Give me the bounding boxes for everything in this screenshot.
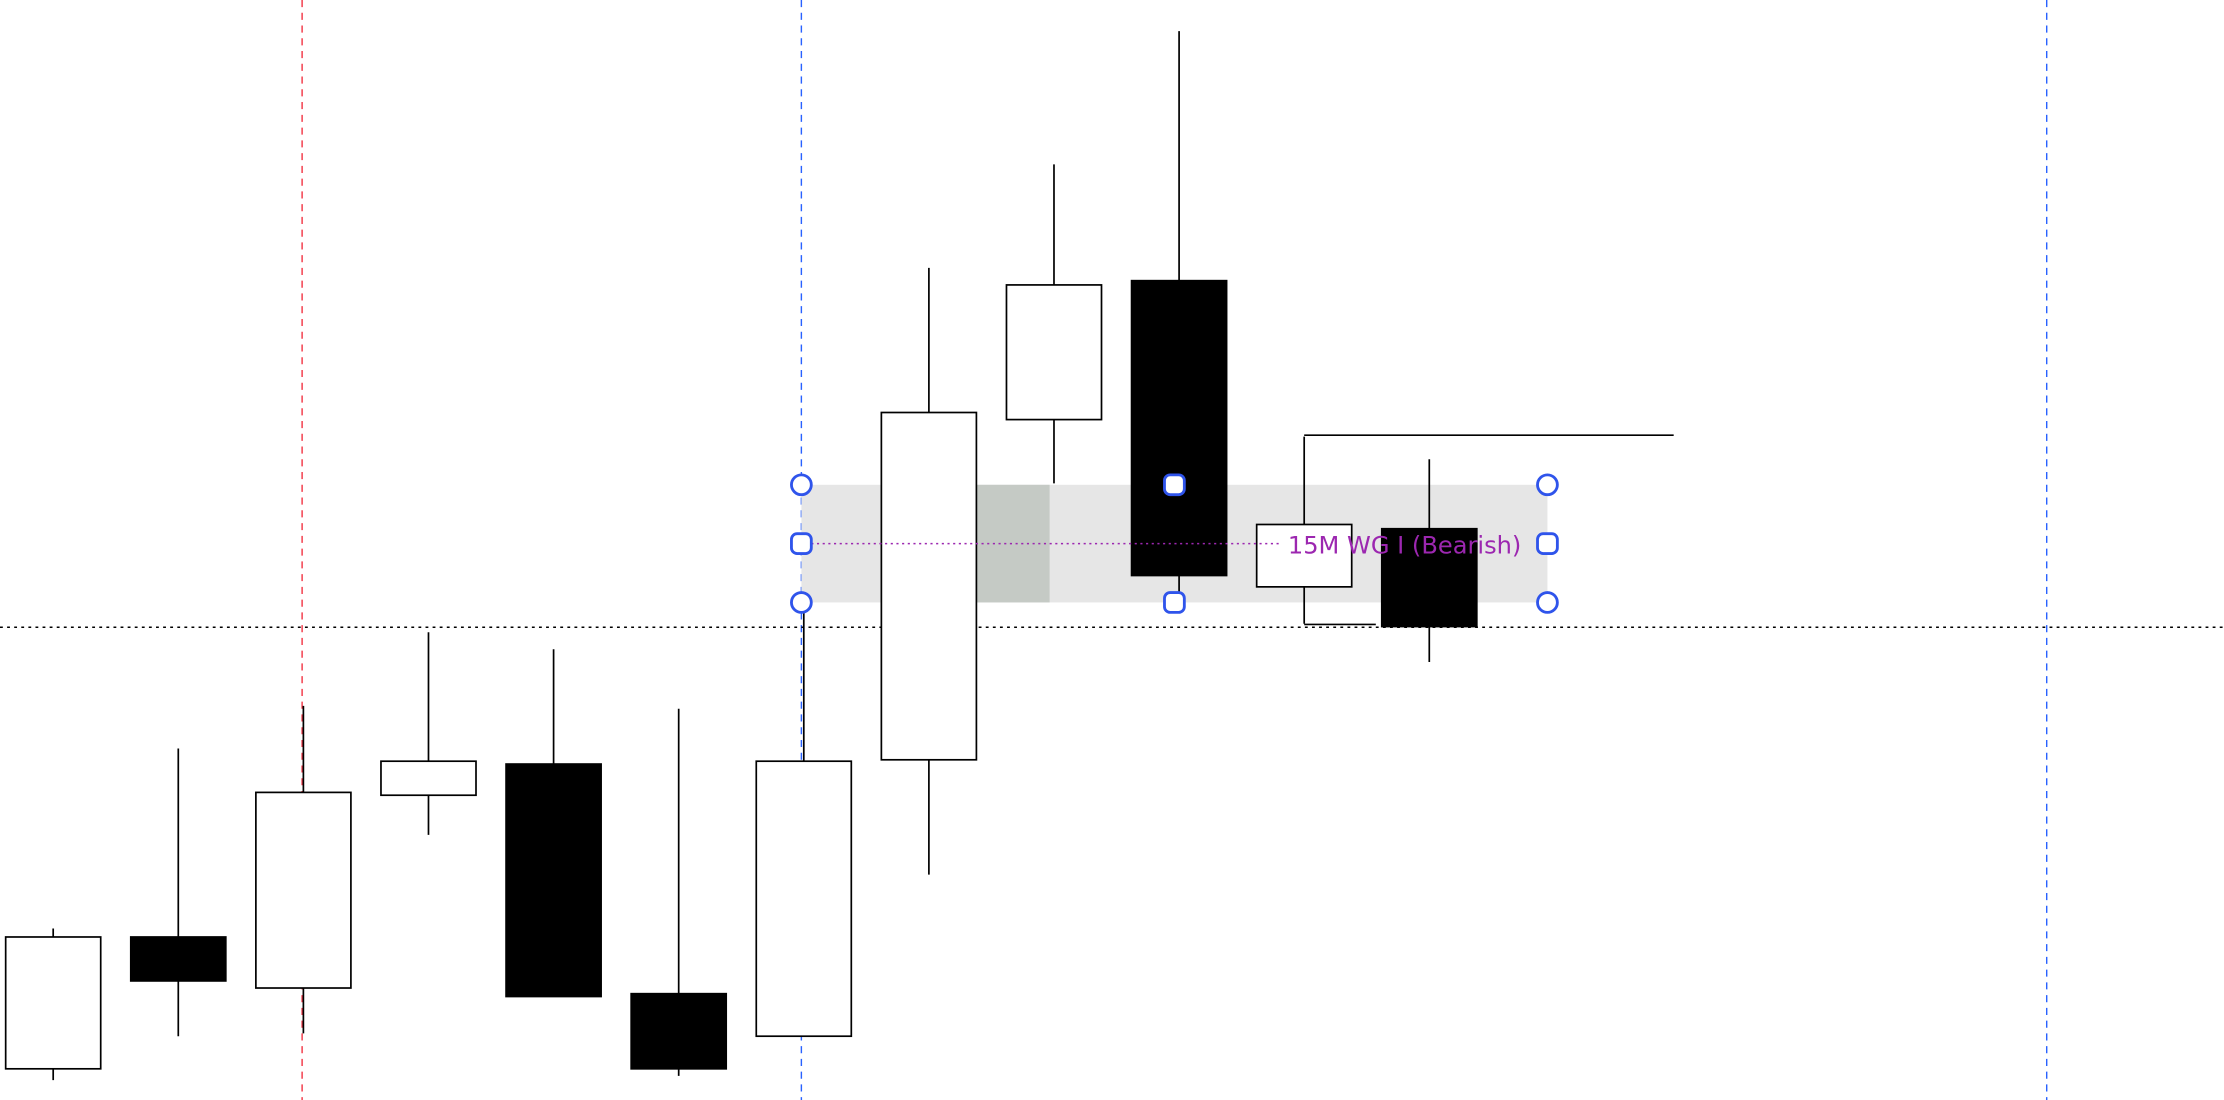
- edge-handle[interactable]: [1163, 591, 1186, 614]
- candle-body-bullish: [255, 791, 352, 989]
- candles: [4, 31, 1478, 1081]
- candle: [380, 632, 477, 835]
- candle: [4, 928, 102, 1081]
- candle-body-bullish: [755, 760, 853, 1038]
- horizontal-ray-drawing[interactable]: [1304, 434, 1674, 626]
- candle-body-bullish: [880, 411, 978, 761]
- candle-body-bearish: [505, 763, 602, 998]
- candle: [1255, 436, 1353, 624]
- candle-body-bullish: [1005, 284, 1103, 421]
- candle: [1130, 31, 1228, 596]
- corner-handle[interactable]: [1536, 473, 1559, 497]
- candle: [630, 708, 728, 1076]
- edge-handle[interactable]: [1536, 532, 1559, 555]
- candle: [1005, 164, 1103, 484]
- candle: [505, 649, 602, 998]
- corner-handle[interactable]: [1536, 591, 1559, 614]
- zone-label: 15M WG I (Bearish): [1288, 532, 1521, 560]
- candle-body-bullish: [4, 936, 102, 1070]
- edge-handle[interactable]: [790, 532, 813, 555]
- candle-body-bearish: [1130, 279, 1228, 577]
- candle-body-bearish: [129, 936, 227, 982]
- selection-handles: [790, 473, 1559, 614]
- candle: [880, 267, 978, 875]
- edge-handle[interactable]: [1163, 473, 1186, 497]
- candle-body-bearish: [630, 992, 728, 1070]
- corner-handle[interactable]: [790, 591, 813, 614]
- candle-body-bullish: [380, 760, 477, 797]
- candle: [129, 748, 227, 1037]
- candle: [1380, 459, 1478, 662]
- candle: [255, 705, 352, 1034]
- candle: [755, 606, 853, 1038]
- corner-handle[interactable]: [790, 473, 813, 497]
- candle-body-bearish: [1380, 527, 1478, 628]
- candle-body-bullish: [1255, 523, 1353, 588]
